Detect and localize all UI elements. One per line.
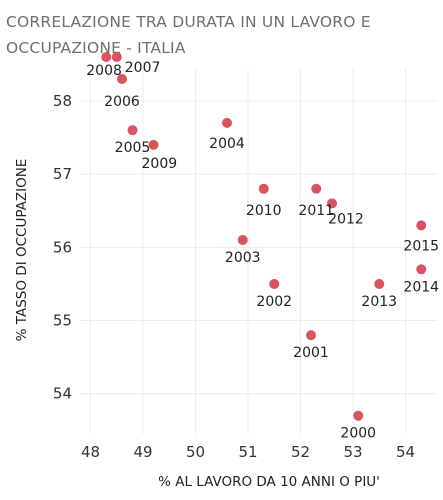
data-point-2008 (101, 52, 112, 63)
y-tick-label: 54 (53, 385, 72, 403)
data-point-2002 (269, 278, 280, 289)
point-label-2001: 2001 (293, 345, 329, 361)
point-label-2003: 2003 (225, 250, 261, 266)
point-label-2010: 2010 (246, 203, 282, 219)
x-tick-label: 53 (343, 443, 362, 461)
data-points (101, 52, 427, 421)
x-tick-label: 52 (291, 443, 310, 461)
data-point-2010 (258, 183, 269, 194)
y-tick-label: 57 (53, 165, 72, 183)
y-tick-label: 55 (53, 312, 72, 330)
point-label-2013: 2013 (361, 294, 397, 310)
point-label-2014: 2014 (403, 279, 439, 295)
data-point-2003 (237, 235, 248, 246)
point-label-2004: 2004 (209, 136, 245, 152)
data-point-2000 (353, 410, 364, 421)
data-point-2013 (374, 278, 385, 289)
y-tick-label: 58 (53, 92, 72, 110)
point-label-2000: 2000 (340, 426, 376, 442)
point-label-2009: 2009 (142, 156, 178, 172)
point-label-2015: 2015 (403, 238, 439, 254)
point-label-2006: 2006 (104, 94, 140, 110)
x-tick-label: 49 (133, 443, 152, 461)
point-label-2002: 2002 (256, 294, 292, 310)
point-label-2008: 2008 (86, 63, 122, 79)
point-label-2011: 2011 (298, 203, 334, 219)
grid-lines (80, 68, 437, 434)
y-axis-ticks: 54 55 56 57 58 (53, 92, 72, 403)
data-point-2007 (111, 52, 122, 63)
data-point-2005 (127, 125, 138, 136)
data-point-2004 (222, 117, 232, 128)
data-point-2006 (117, 73, 127, 84)
data-point-2009 (148, 139, 159, 150)
x-axis-ticks: 48 49 50 51 52 53 54 (81, 443, 415, 461)
x-axis-label: % AL LAVORO DA 10 ANNI O PIU' (158, 474, 380, 490)
data-point-2015 (416, 220, 427, 231)
y-tick-label: 56 (53, 238, 72, 256)
data-point-2012 (327, 198, 337, 209)
point-label-2012: 2012 (328, 211, 364, 227)
chart-title: CORRELAZIONE TRA DURATA IN UN LAVORO E O… (6, 13, 371, 57)
point-label-2005: 2005 (115, 140, 151, 156)
data-point-2001 (306, 330, 316, 341)
x-tick-label: 50 (186, 443, 205, 461)
point-label-2007: 2007 (125, 60, 161, 76)
x-tick-label: 51 (238, 443, 257, 461)
y-axis-label: % TASSO DI OCCUPAZIONE (14, 159, 30, 342)
data-point-2011 (311, 183, 322, 194)
x-tick-label: 48 (81, 443, 100, 461)
x-tick-label: 54 (396, 443, 415, 461)
data-point-2014 (416, 264, 427, 275)
